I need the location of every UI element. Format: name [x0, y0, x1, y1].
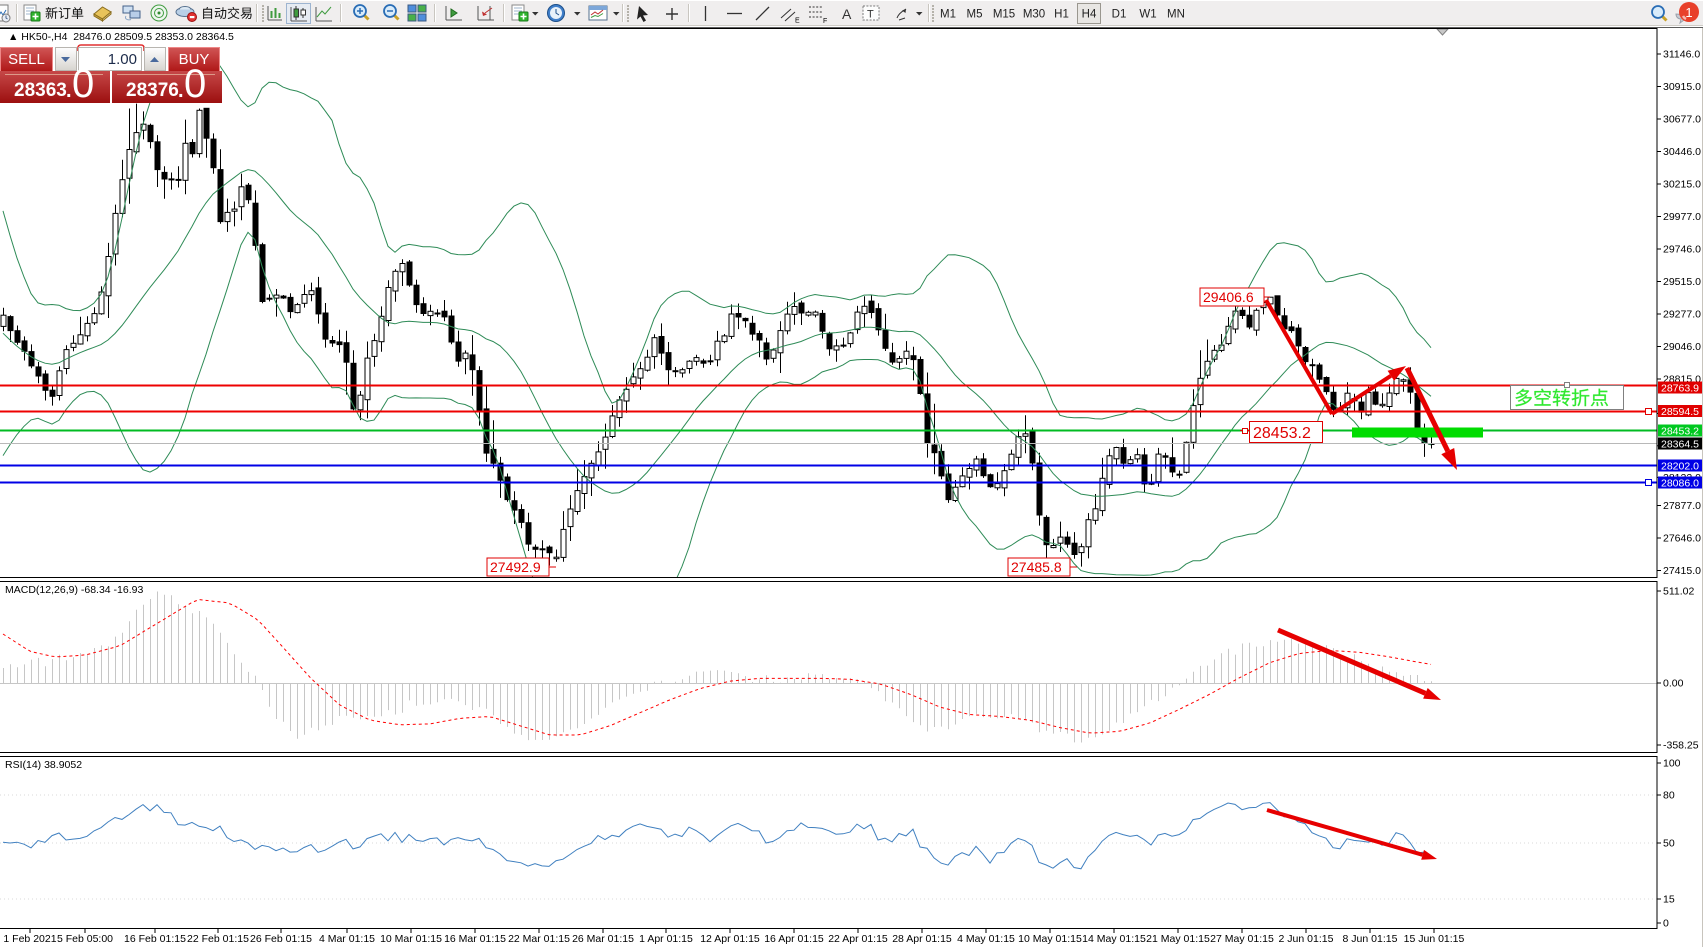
svg-text:22 Mar 01:15: 22 Mar 01:15 — [508, 933, 570, 945]
svg-text:16 Feb 01:15: 16 Feb 01:15 — [124, 933, 186, 945]
svg-text:21 May 01:15: 21 May 01:15 — [1146, 933, 1210, 945]
svg-text:28594.5: 28594.5 — [1661, 406, 1699, 418]
svg-text:28453.2: 28453.2 — [1661, 426, 1699, 438]
svg-text:F: F — [823, 18, 827, 25]
svg-text:10 Mar 01:15: 10 Mar 01:15 — [380, 933, 442, 945]
svg-text:28 Apr 01:15: 28 Apr 01:15 — [892, 933, 952, 945]
svg-text:31146.0: 31146.0 — [1663, 49, 1700, 61]
svg-text:1: 1 — [1685, 5, 1692, 20]
svg-text:27646.0: 27646.0 — [1663, 533, 1701, 545]
svg-text:29515.0: 29515.0 — [1663, 276, 1701, 288]
svg-text:M1: M1 — [940, 9, 956, 21]
svg-text:1 Apr 01:15: 1 Apr 01:15 — [639, 933, 693, 945]
svg-text:▲ HK50-,H4 28476.0 28509.5 28: ▲ HK50-,H4 28476.0 28509.5 28353.0 28364… — [8, 31, 234, 43]
svg-text:27485.8: 27485.8 — [1011, 559, 1062, 575]
svg-text:12 Apr 01:15: 12 Apr 01:15 — [700, 933, 760, 945]
svg-text:E: E — [795, 18, 800, 25]
svg-text:26 Mar 01:15: 26 Mar 01:15 — [572, 933, 634, 945]
svg-text:10 May 01:15: 10 May 01:15 — [1018, 933, 1082, 945]
svg-text:RSI(14) 38.9052: RSI(14) 38.9052 — [5, 759, 82, 771]
svg-text:29277.0: 29277.0 — [1663, 309, 1701, 321]
svg-text:8 Jun 01:15: 8 Jun 01:15 — [1343, 933, 1398, 945]
svg-text:MACD(12,26,9) -68.34 -16.93: MACD(12,26,9) -68.34 -16.93 — [5, 584, 143, 596]
svg-text:27877.0: 27877.0 — [1663, 500, 1701, 512]
svg-text:29977.0: 29977.0 — [1663, 211, 1701, 223]
svg-text:MN: MN — [1167, 9, 1185, 21]
svg-text:0: 0 — [1663, 918, 1669, 930]
svg-text:16 Apr 01:15: 16 Apr 01:15 — [764, 933, 824, 945]
svg-text:511.02: 511.02 — [1663, 586, 1694, 598]
svg-text:26 Feb 01:15: 26 Feb 01:15 — [250, 933, 312, 945]
svg-text:27 May 01:15: 27 May 01:15 — [1210, 933, 1274, 945]
svg-text:4 Mar 01:15: 4 Mar 01:15 — [319, 933, 375, 945]
svg-text:16 Mar 01:15: 16 Mar 01:15 — [444, 933, 506, 945]
svg-text:27492.9: 27492.9 — [490, 559, 541, 575]
svg-text:M30: M30 — [1023, 9, 1045, 21]
svg-text:50: 50 — [1663, 838, 1675, 850]
svg-text:-358.25: -358.25 — [1663, 740, 1699, 752]
svg-text:M15: M15 — [993, 9, 1015, 21]
svg-text:14 May 01:15: 14 May 01:15 — [1082, 933, 1146, 945]
svg-text:1 Feb 2021: 1 Feb 2021 — [3, 933, 56, 945]
svg-text:28453.2: 28453.2 — [1253, 425, 1311, 442]
svg-text:D1: D1 — [1112, 9, 1127, 21]
svg-text:15: 15 — [1663, 894, 1675, 906]
svg-text:28086.0: 28086.0 — [1661, 478, 1699, 490]
svg-text:28202.0: 28202.0 — [1661, 461, 1699, 473]
svg-text:29746.0: 29746.0 — [1663, 244, 1701, 256]
svg-text:22 Apr 01:15: 22 Apr 01:15 — [828, 933, 888, 945]
svg-text:28364.5: 28364.5 — [1661, 439, 1699, 451]
svg-text:80: 80 — [1663, 790, 1675, 802]
svg-text:W1: W1 — [1139, 9, 1156, 21]
svg-text:H1: H1 — [1054, 9, 1069, 21]
svg-text:30215.0: 30215.0 — [1663, 179, 1701, 191]
svg-text:5 Feb 05:00: 5 Feb 05:00 — [57, 933, 113, 945]
svg-text:28763.9: 28763.9 — [1661, 383, 1699, 395]
svg-text:30677.0: 30677.0 — [1663, 114, 1701, 126]
svg-text:100: 100 — [1663, 758, 1681, 770]
svg-text:27415.0: 27415.0 — [1663, 565, 1701, 577]
svg-text:29046.0: 29046.0 — [1663, 341, 1701, 353]
svg-text:2 Jun 01:15: 2 Jun 01:15 — [1279, 933, 1334, 945]
svg-text:T: T — [867, 9, 874, 21]
svg-text:A: A — [842, 6, 852, 22]
svg-text:30915.0: 30915.0 — [1663, 81, 1701, 93]
svg-text:M5: M5 — [967, 9, 983, 21]
svg-text:30446.0: 30446.0 — [1663, 146, 1701, 158]
svg-text:29406.6: 29406.6 — [1203, 289, 1254, 305]
svg-text:0.00: 0.00 — [1663, 678, 1684, 690]
svg-text:H4: H4 — [1082, 9, 1097, 21]
svg-text:4 May 01:15: 4 May 01:15 — [957, 933, 1015, 945]
svg-text:15 Jun 01:15: 15 Jun 01:15 — [1404, 933, 1465, 945]
svg-text:22 Feb 01:15: 22 Feb 01:15 — [187, 933, 249, 945]
